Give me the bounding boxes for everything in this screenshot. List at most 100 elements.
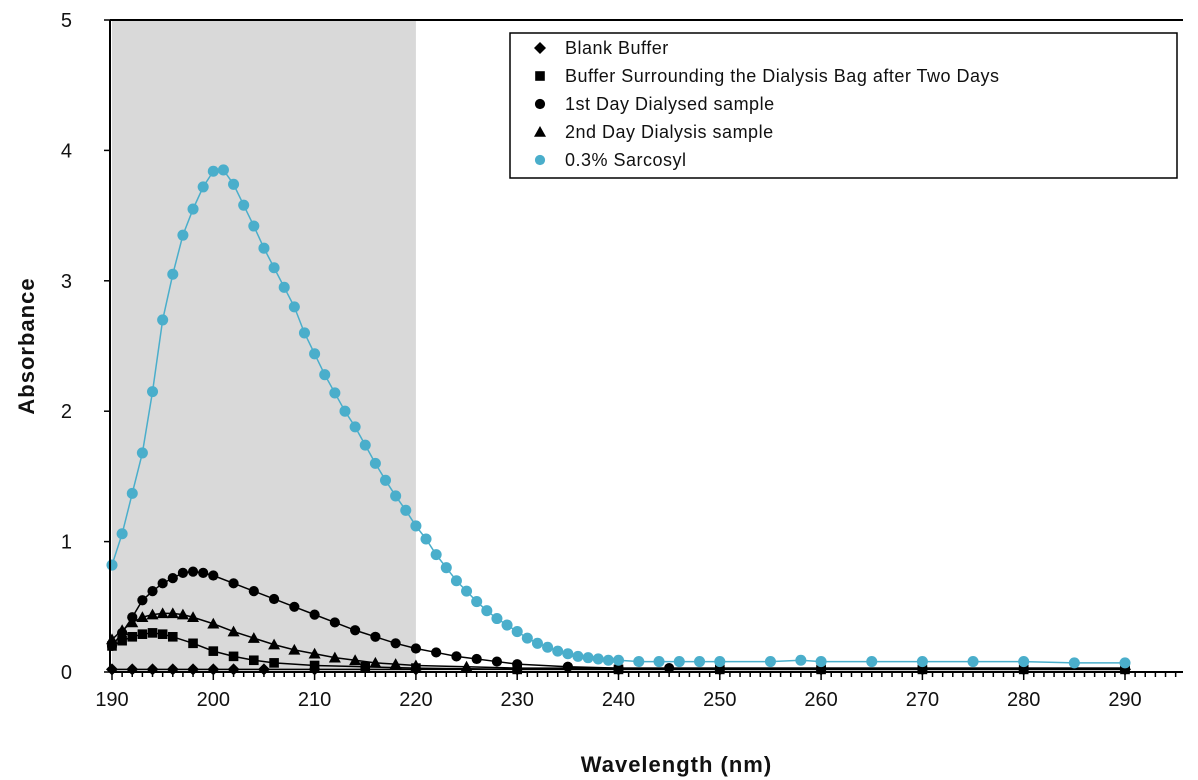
y-tick-label: 0 bbox=[61, 662, 72, 684]
x-axis-title: Wavelength (nm) bbox=[581, 752, 772, 777]
y-tick-label: 5 bbox=[61, 10, 72, 32]
data-point bbox=[633, 656, 645, 668]
data-point bbox=[207, 617, 220, 629]
data-point bbox=[187, 566, 199, 577]
data-point bbox=[501, 619, 513, 631]
data-point bbox=[269, 658, 279, 668]
data-point bbox=[542, 641, 554, 653]
y-axis-title: Absorbance bbox=[14, 277, 39, 414]
data-point bbox=[247, 632, 260, 643]
data-point bbox=[228, 578, 239, 589]
data-point bbox=[713, 662, 726, 673]
data-point bbox=[228, 178, 240, 190]
data-point bbox=[612, 662, 625, 673]
data-point bbox=[288, 643, 301, 655]
data-point bbox=[116, 528, 128, 540]
data-point bbox=[147, 628, 158, 638]
data-point bbox=[491, 613, 503, 625]
data-point bbox=[409, 659, 422, 671]
data-point bbox=[795, 654, 807, 666]
series-line bbox=[111, 612, 1125, 669]
data-point bbox=[146, 386, 159, 398]
data-point bbox=[249, 655, 259, 666]
data-point bbox=[572, 650, 584, 662]
data-point bbox=[238, 199, 250, 211]
legend-box bbox=[509, 32, 1178, 179]
data-point bbox=[350, 625, 361, 636]
data-point bbox=[410, 520, 422, 532]
data-point bbox=[400, 504, 412, 516]
data-point bbox=[319, 369, 331, 381]
data-point bbox=[289, 601, 300, 612]
data-point bbox=[815, 662, 828, 673]
data-point bbox=[511, 626, 523, 638]
data-point bbox=[126, 616, 139, 628]
data-point bbox=[866, 656, 878, 668]
data-point bbox=[227, 625, 240, 637]
data-point bbox=[653, 656, 665, 668]
legend-label: 2nd Day Dialysis sample bbox=[565, 122, 774, 142]
y-tick-label: 1 bbox=[61, 532, 72, 554]
data-point bbox=[430, 549, 442, 561]
data-point bbox=[188, 638, 198, 649]
x-tick-label: 200 bbox=[197, 689, 230, 711]
data-point bbox=[217, 164, 229, 176]
series-line bbox=[111, 632, 1125, 671]
data-point bbox=[370, 631, 381, 642]
data-point bbox=[308, 647, 321, 659]
data-point bbox=[451, 651, 462, 662]
data-point bbox=[117, 635, 127, 646]
data-point bbox=[157, 629, 168, 639]
data-point bbox=[116, 624, 129, 636]
data-point bbox=[471, 653, 482, 665]
data-point bbox=[198, 567, 209, 578]
data-point bbox=[360, 661, 371, 672]
data-point bbox=[288, 301, 300, 313]
data-point bbox=[248, 220, 260, 232]
data-point bbox=[329, 617, 340, 628]
plot-area bbox=[106, 164, 1131, 676]
data-point bbox=[471, 596, 483, 608]
data-point bbox=[562, 661, 573, 672]
data-point bbox=[156, 607, 169, 619]
data-point bbox=[764, 656, 776, 668]
data-point bbox=[916, 662, 929, 673]
data-point bbox=[491, 656, 503, 667]
data-point bbox=[420, 533, 432, 545]
data-point bbox=[309, 660, 320, 671]
legend-marker-icon bbox=[535, 71, 545, 81]
data-point bbox=[369, 656, 382, 668]
data-point bbox=[177, 567, 189, 578]
data-point bbox=[309, 348, 321, 360]
data-point bbox=[167, 631, 178, 642]
x-tick-label: 230 bbox=[501, 689, 534, 711]
data-point bbox=[521, 632, 533, 644]
data-point bbox=[461, 585, 473, 597]
highlight-region bbox=[112, 20, 416, 672]
data-point bbox=[177, 229, 189, 241]
data-point bbox=[815, 656, 827, 668]
data-point bbox=[187, 203, 199, 215]
axis-ticks: 190 200 210 220 230 240 250 260 270 280 290 0 1 2 3 4 5 bbox=[61, 10, 1177, 711]
data-point bbox=[136, 447, 148, 459]
data-point bbox=[612, 654, 625, 666]
data-point bbox=[176, 608, 189, 620]
data-point bbox=[673, 656, 685, 668]
legend: Blank Buffer Buffer Surrounding the Dialy… bbox=[509, 32, 1178, 179]
data-point bbox=[157, 578, 168, 589]
data-point bbox=[390, 490, 402, 502]
data-point bbox=[592, 653, 604, 665]
series-4 bbox=[106, 164, 1131, 669]
data-point bbox=[146, 608, 159, 620]
data-point bbox=[916, 656, 928, 668]
data-point bbox=[228, 651, 239, 662]
legend-label: Buffer Surrounding the Dialysis Bag afte… bbox=[565, 66, 1000, 86]
data-point bbox=[1119, 657, 1131, 669]
legend-marker-icon bbox=[534, 126, 546, 137]
data-point bbox=[197, 181, 209, 193]
data-point bbox=[208, 646, 219, 656]
data-point bbox=[1068, 657, 1080, 669]
y-tick-label: 2 bbox=[61, 401, 72, 423]
data-point bbox=[309, 609, 320, 620]
